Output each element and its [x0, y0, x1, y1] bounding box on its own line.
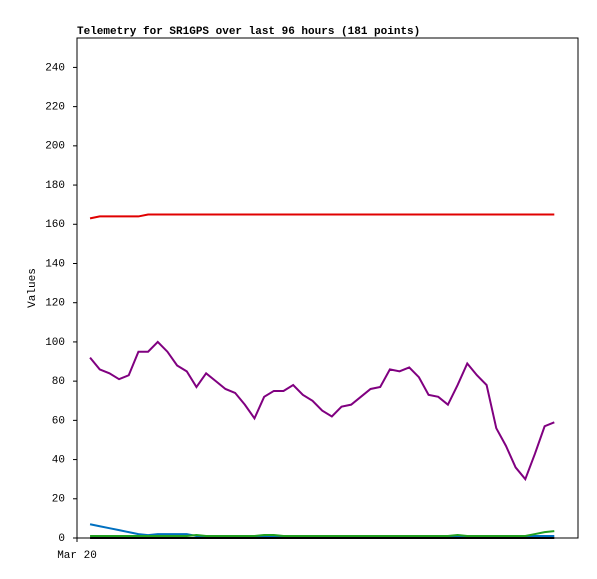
plot-frame — [76, 37, 579, 539]
y-tick-label: 160 — [45, 219, 65, 231]
y-tick-label: 180 — [45, 180, 65, 192]
y-tick-label: 20 — [52, 494, 65, 506]
chart-title: Telemetry for SR1GPS over last 96 hours … — [77, 26, 420, 38]
y-tick-label: 40 — [52, 454, 65, 466]
y-tick-label: 0 — [58, 533, 65, 545]
y-tick-label: 200 — [45, 141, 65, 153]
y-tick-label: 100 — [45, 337, 65, 349]
y-axis-label: Values — [27, 268, 39, 308]
y-tick-label: 60 — [52, 415, 65, 427]
series-line — [89, 213, 555, 220]
y-tick-label: 220 — [45, 102, 65, 114]
series-line — [89, 340, 555, 482]
x-tick-label: Mar 20 — [57, 550, 97, 562]
y-tick-label: 120 — [45, 298, 65, 310]
y-tick-label: 80 — [52, 376, 65, 388]
y-tick-label: 240 — [45, 62, 65, 74]
series-line — [90, 530, 555, 538]
y-tick-label: 140 — [45, 258, 65, 270]
series-line — [89, 523, 555, 538]
